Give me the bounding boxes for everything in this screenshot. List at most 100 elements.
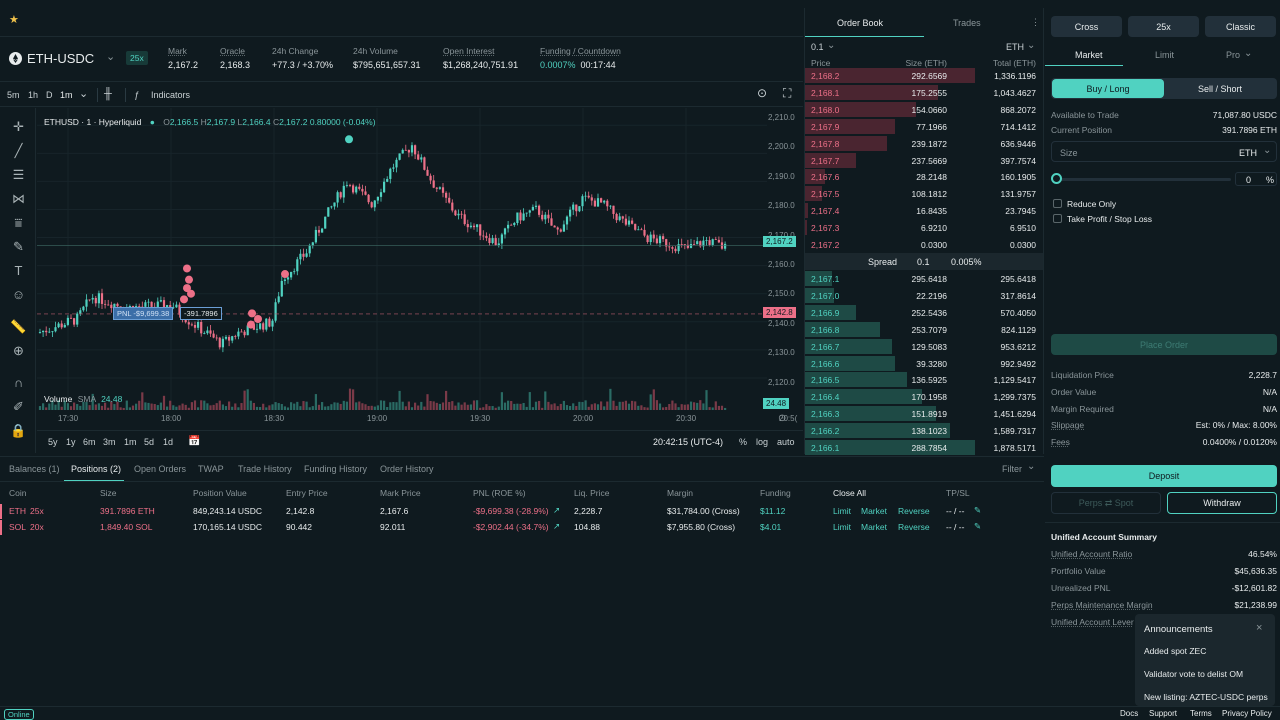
place-order-button[interactable]: Place Order	[1051, 334, 1277, 355]
indicators-icon[interactable]: ƒ	[134, 90, 140, 100]
slider-percent-input[interactable]: 0 %	[1235, 172, 1277, 186]
bid-row[interactable]: 2,166.8 253.7079 824.1129	[805, 321, 1043, 338]
trade-marker[interactable]	[183, 264, 191, 273]
cell-a2[interactable]: Market	[861, 522, 887, 532]
order-tab-market[interactable]: Market	[1075, 50, 1103, 60]
chevron-down-icon[interactable]: ⌄	[1263, 145, 1272, 156]
trade-marker[interactable]	[187, 289, 195, 298]
ask-row[interactable]: 2,167.6 28.2148 160.1905	[805, 168, 1043, 185]
log-toggle[interactable]: log	[756, 437, 769, 447]
zoom-in-icon[interactable]: ⊕	[13, 342, 24, 358]
trade-marker[interactable]	[254, 314, 262, 323]
bid-row[interactable]: 2,166.3 151.8919 1,451.6294	[805, 405, 1043, 422]
ask-row[interactable]: 2,167.2 0.0300 0.0300	[805, 236, 1043, 253]
leverage-button[interactable]: 25x	[1128, 16, 1199, 37]
bid-row[interactable]: 2,166.7 129.5083 953.6212	[805, 338, 1043, 355]
text-icon[interactable]: T	[14, 263, 23, 278]
range-6m[interactable]: 6m	[83, 437, 96, 447]
cell-a1[interactable]: Limit	[833, 522, 851, 532]
footer-link-docs[interactable]: Docs	[1120, 709, 1139, 718]
position-row[interactable]: ETH 25x 391.7896 ETH 849,243.14 USDC 2,142.8…	[0, 504, 1044, 519]
trade-marker[interactable]	[281, 270, 289, 279]
range-5d[interactable]: 5d	[144, 437, 155, 447]
price-chart[interactable]: ETHUSD · 1 · Hyperliquid ● O2,166.5 H2,1…	[37, 108, 790, 410]
auto-toggle[interactable]: auto	[777, 437, 795, 447]
ask-row[interactable]: 2,168.0 154.0660 868.2072	[805, 101, 1043, 118]
tab-order-book[interactable]: Order Book	[837, 18, 884, 28]
price-axis[interactable]: 2,210.0 2,200.0 2,190.0 2,180.0 2,170.0 2,160…	[763, 108, 803, 410]
timeframe-1h[interactable]: 1h	[28, 90, 39, 100]
brush-icon[interactable]: ✎	[13, 238, 24, 254]
percent-toggle[interactable]: %	[739, 437, 748, 447]
cell-a1[interactable]: Limit	[833, 506, 851, 516]
cell-a3[interactable]: Reverse	[898, 506, 930, 516]
footer-link-support[interactable]: Support	[1149, 709, 1178, 718]
tab-trades[interactable]: Trades	[953, 18, 981, 28]
timeframe-d[interactable]: D	[46, 90, 53, 100]
settings-icon[interactable]: ⊙	[778, 413, 787, 424]
chevron-down-icon[interactable]: ⌄	[1027, 40, 1036, 51]
tab-bottom-6[interactable]: Order History	[380, 464, 434, 474]
withdraw-button[interactable]: Withdraw	[1167, 492, 1277, 514]
more-icon[interactable]: ⋮	[1031, 17, 1040, 27]
trade-marker[interactable]	[345, 135, 353, 144]
deposit-button[interactable]: Deposit	[1051, 465, 1277, 487]
bid-row[interactable]: 2,166.4 170.1958 1,299.7375	[805, 388, 1043, 405]
size-unit-select[interactable]: ETH	[1239, 148, 1257, 158]
fib-icon[interactable]: ☰	[12, 166, 25, 182]
size-slider[interactable]	[1051, 172, 1231, 186]
chevron-down-icon[interactable]: ⌄	[1027, 461, 1036, 472]
candlestick-chart[interactable]	[37, 108, 790, 410]
ruler-icon[interactable]: 📏	[10, 318, 27, 334]
bid-row[interactable]: 2,166.9 252.5436 570.4050	[805, 304, 1043, 321]
star-icon[interactable]: ★	[9, 14, 19, 26]
tpsl-checkbox[interactable]	[1053, 214, 1062, 223]
trade-marker[interactable]	[180, 295, 188, 304]
trade-marker[interactable]	[183, 284, 191, 293]
trade-marker[interactable]	[248, 309, 256, 318]
emoji-icon[interactable]: ☺	[11, 287, 26, 302]
edit-icon[interactable]: ✎	[974, 521, 982, 531]
trade-marker[interactable]	[185, 275, 193, 284]
order-tab-pro[interactable]: Pro	[1226, 50, 1241, 60]
pattern-icon[interactable]: ⋈	[12, 190, 25, 206]
bid-row[interactable]: 2,166.6 39.3280 992.9492	[805, 355, 1043, 372]
bid-row[interactable]: 2,167.0 22.2196 317.8614	[805, 287, 1043, 304]
cell-a3[interactable]: Reverse	[898, 522, 930, 532]
edit-icon[interactable]: ✎	[974, 505, 982, 515]
unit-select[interactable]: ETH	[1006, 42, 1024, 52]
col-header[interactable]: Close All	[833, 488, 867, 498]
ask-row[interactable]: 2,167.7 237.5669 397.7574	[805, 152, 1043, 169]
timeframe-1m[interactable]: 1m	[60, 90, 73, 100]
announcement-item[interactable]: Validator vote to delist OM	[1144, 669, 1244, 679]
calendar-icon[interactable]: 📅	[188, 436, 201, 447]
size-input[interactable]: Size ETH ⌄	[1051, 141, 1277, 162]
tab-bottom-3[interactable]: TWAP	[198, 464, 224, 474]
external-link-icon[interactable]: ↗	[553, 505, 561, 515]
buy-long-button[interactable]: Buy / Long	[1052, 79, 1164, 98]
bid-row[interactable]: 2,167.1 295.6418 295.6418	[805, 270, 1043, 287]
crosshair-icon[interactable]: ✛	[13, 118, 24, 134]
screenshot-icon[interactable]: ⊙	[757, 86, 768, 100]
perps-spot-button[interactable]: Perps ⇄ Spot	[1051, 492, 1161, 514]
bid-row[interactable]: 2,166.1 288.7854 1,878.5171	[805, 439, 1043, 456]
magnet-icon[interactable]: ∩	[13, 375, 24, 390]
account-mode-button[interactable]: Classic	[1205, 16, 1276, 37]
pair-name[interactable]: ETH-USDC	[27, 51, 95, 66]
fullscreen-icon[interactable]: ⛶	[783, 86, 792, 100]
chevron-down-icon[interactable]: ⌄	[106, 51, 116, 63]
range-1m[interactable]: 1m	[124, 437, 137, 447]
trendline-icon[interactable]: ╱	[14, 142, 23, 158]
chevron-down-icon[interactable]: ⌄	[1244, 48, 1253, 59]
announcement-item[interactable]: Added spot ZEC	[1144, 646, 1207, 656]
bid-row[interactable]: 2,166.2 138.1023 1,589.7317	[805, 422, 1043, 439]
chevron-down-icon[interactable]: ⌄	[79, 88, 89, 100]
candle-style-icon[interactable]: ╫	[104, 88, 112, 100]
time-axis[interactable]: 17:30 18:00 18:30 19:00 19:30 20:00 20:30 20:5(…	[37, 410, 803, 428]
range-1y[interactable]: 1y	[66, 437, 76, 447]
slider-handle[interactable]	[1051, 173, 1062, 184]
indicators-button[interactable]: Indicators	[151, 90, 191, 100]
tick-size-select[interactable]: 0.1	[811, 42, 824, 52]
range-1d[interactable]: 1d	[163, 437, 174, 447]
ask-row[interactable]: 2,167.9 77.1966 714.1412	[805, 118, 1043, 135]
